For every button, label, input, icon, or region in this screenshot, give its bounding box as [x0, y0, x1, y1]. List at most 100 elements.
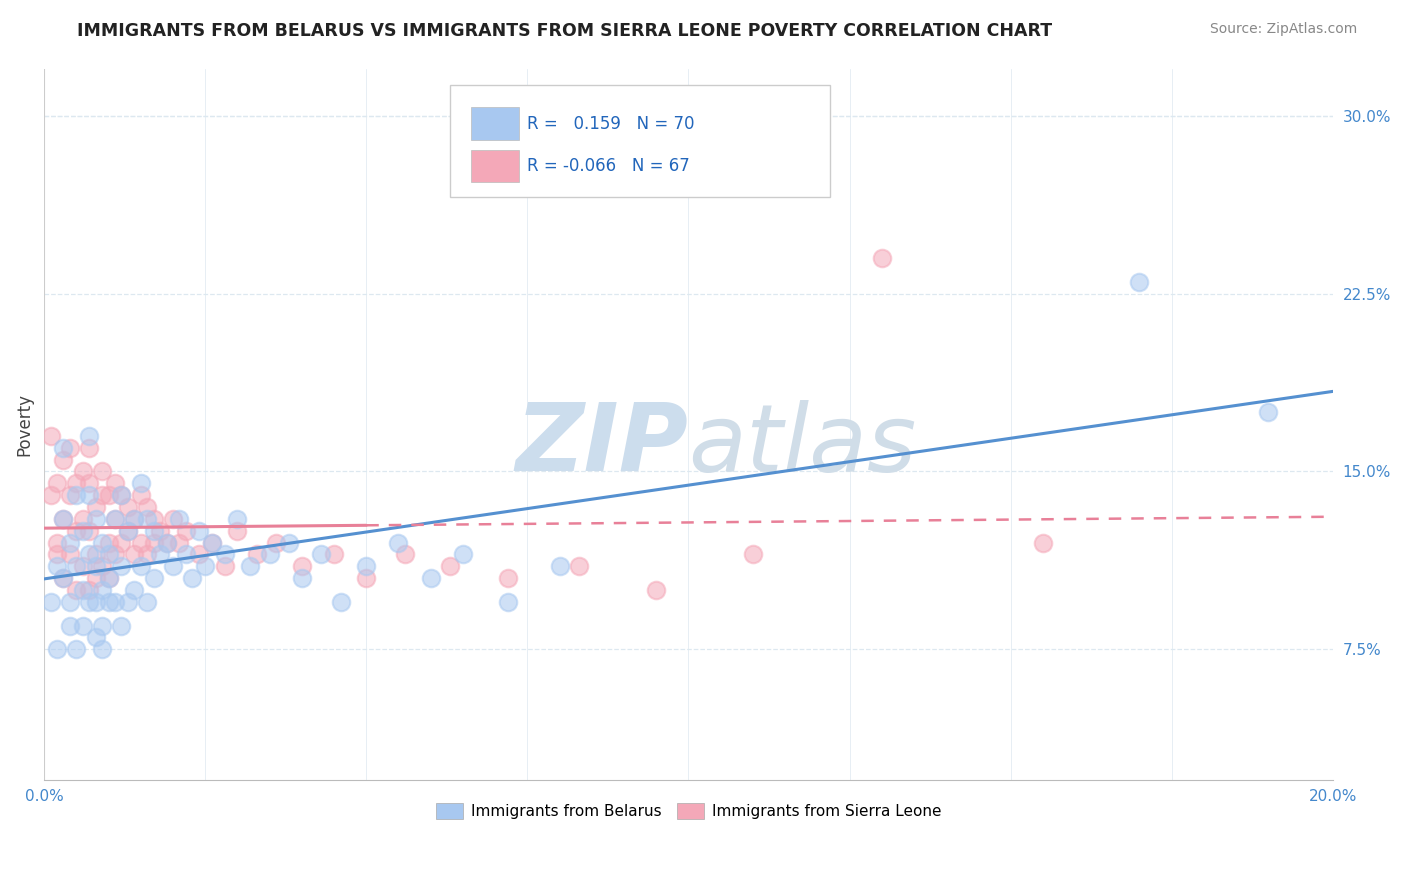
Point [117, 524, 139, 538]
Point [174, 548, 197, 562]
Point [65, 488, 87, 502]
Point [259, 548, 281, 562]
Point [323, 548, 346, 562]
Point [201, 535, 224, 549]
Point [72, 512, 94, 526]
Point [149, 548, 172, 562]
Point [117, 500, 139, 514]
Legend: Immigrants from Belarus, Immigrants from Sierra Leone: Immigrants from Belarus, Immigrants from… [429, 797, 948, 825]
Point [136, 512, 159, 526]
Point [129, 535, 152, 549]
Point [496, 571, 519, 585]
Point [84, 512, 107, 526]
Point [72, 559, 94, 574]
Point [124, 548, 146, 562]
Point [264, 535, 287, 549]
Point [201, 535, 224, 549]
Point [84, 595, 107, 609]
Point [568, 559, 591, 574]
Point [419, 571, 441, 585]
Point [309, 548, 332, 562]
Point [239, 559, 262, 574]
Point [91, 535, 114, 549]
Point [387, 535, 409, 549]
Point [46, 548, 69, 562]
Point [52, 512, 75, 526]
Point [548, 559, 571, 574]
Point [72, 465, 94, 479]
Point [110, 488, 132, 502]
Point [278, 535, 301, 549]
Point [84, 631, 107, 645]
Point [1128, 275, 1150, 289]
Point [65, 559, 87, 574]
Point [77, 476, 100, 491]
Point [46, 476, 69, 491]
Point [65, 476, 87, 491]
Y-axis label: Poverty: Poverty [15, 392, 32, 456]
Point [104, 595, 127, 609]
Point [52, 571, 75, 585]
Point [136, 500, 159, 514]
Text: R = -0.066   N = 67: R = -0.066 N = 67 [527, 157, 690, 176]
Point [59, 441, 82, 455]
Point [226, 524, 249, 538]
Point [329, 595, 352, 609]
Point [46, 559, 69, 574]
Point [124, 512, 146, 526]
Point [356, 559, 378, 574]
Point [110, 559, 132, 574]
Point [59, 548, 82, 562]
Point [496, 595, 519, 609]
Point [77, 429, 100, 443]
Point [187, 524, 209, 538]
Point [246, 548, 269, 562]
Point [226, 512, 249, 526]
Point [59, 618, 82, 632]
Point [39, 488, 62, 502]
Point [97, 548, 120, 562]
Point [194, 559, 217, 574]
Point [1032, 535, 1054, 549]
Point [162, 512, 184, 526]
Point [39, 595, 62, 609]
Point [52, 452, 75, 467]
Point [46, 535, 69, 549]
Point [97, 571, 120, 585]
Point [39, 429, 62, 443]
Point [91, 642, 114, 657]
Point [65, 642, 87, 657]
Point [52, 441, 75, 455]
Point [124, 512, 146, 526]
Point [142, 512, 165, 526]
Point [129, 488, 152, 502]
Text: IMMIGRANTS FROM BELARUS VS IMMIGRANTS FROM SIERRA LEONE POVERTY CORRELATION CHAR: IMMIGRANTS FROM BELARUS VS IMMIGRANTS FR… [77, 22, 1053, 40]
Point [72, 582, 94, 597]
Point [91, 559, 114, 574]
Point [136, 595, 159, 609]
Point [169, 535, 191, 549]
Point [645, 582, 668, 597]
Point [187, 548, 209, 562]
Point [142, 571, 165, 585]
Point [84, 559, 107, 574]
Point [291, 571, 314, 585]
Point [52, 571, 75, 585]
Point [124, 582, 146, 597]
Point [65, 524, 87, 538]
Point [104, 476, 127, 491]
Point [84, 548, 107, 562]
Point [65, 582, 87, 597]
Point [117, 524, 139, 538]
Point [181, 571, 204, 585]
Point [104, 548, 127, 562]
Point [84, 571, 107, 585]
Point [1257, 405, 1279, 419]
Point [870, 251, 893, 265]
Point [155, 535, 177, 549]
Point [77, 441, 100, 455]
Point [59, 595, 82, 609]
Point [155, 535, 177, 549]
Point [77, 595, 100, 609]
Point [97, 595, 120, 609]
